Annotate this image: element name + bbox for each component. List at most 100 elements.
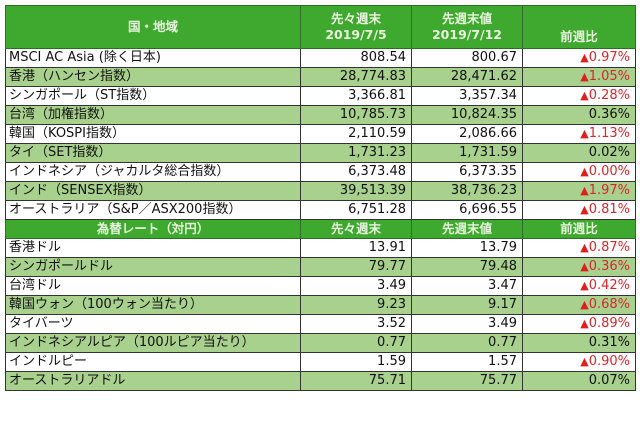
fx-header-prev: 先週末値: [411, 219, 523, 239]
row-change: ▲1.05%: [522, 67, 636, 87]
header-region: 国・地域: [5, 5, 301, 49]
row-prev2: 6,373.48: [300, 162, 412, 182]
table-row: シンガポールドル 79.77 79.48 ▲0.36%: [5, 257, 636, 277]
row-prev: 3.49: [411, 314, 523, 334]
row-prev2: 0.77: [300, 333, 412, 353]
fx-body: 香港ドル 13.91 13.79 ▲0.87% シンガポールドル 79.77 79.48 ▲0…: [5, 238, 636, 391]
row-prev: 6,696.55: [411, 200, 523, 220]
row-change: ▲0.87%: [522, 238, 636, 258]
row-name: インドルピー: [5, 352, 301, 372]
row-name: オーストラリア（S&P／ASX200指数）: [5, 200, 301, 220]
row-change: ▲0.00%: [522, 162, 636, 182]
down-triangle-icon: ▲: [580, 51, 589, 64]
row-prev: 3.47: [411, 276, 523, 296]
row-prev2: 39,513.39: [300, 181, 412, 201]
header-change: 前週比: [522, 5, 636, 49]
row-change: ▲0.68%: [522, 295, 636, 315]
row-prev: 10,824.35: [411, 105, 523, 125]
table-row: 韓国ウォン（100ウォン当たり） 9.23 9.17 ▲0.68%: [5, 295, 636, 315]
market-summary-table: 国・地域 先々週末 2019/7/5 先週末値 2019/7/12 前週比 MSCI…: [5, 5, 636, 391]
row-prev2: 10,785.73: [300, 105, 412, 125]
fx-header-change: 前週比: [522, 219, 636, 239]
row-prev2: 79.77: [300, 257, 412, 277]
table-row: オーストラリア（S&P／ASX200指数） 6,751.28 6,696.55 ▲0.…: [5, 200, 636, 220]
down-triangle-icon: ▲: [580, 298, 589, 311]
row-change-value: 0.87%: [588, 240, 630, 255]
row-name: インドネシアルピア（100ルピア当たり）: [5, 333, 301, 353]
table-row: 台湾ドル 3.49 3.47 ▲0.42%: [5, 276, 636, 296]
row-change: 0.31%: [522, 333, 636, 353]
row-prev: 13.79: [411, 238, 523, 258]
row-change: ▲0.81%: [522, 200, 636, 220]
row-change-value: 0.42%: [588, 278, 630, 293]
down-triangle-icon: ▲: [580, 70, 589, 83]
table-row: 香港（ハンセン指数） 28,774.83 28,471.62 ▲1.05%: [5, 67, 636, 87]
table-row: シンガポール（ST指数） 3,366.81 3,357.34 ▲0.28%: [5, 86, 636, 106]
header-prev2: 先々週末 2019/7/5: [300, 5, 412, 49]
down-triangle-icon: ▲: [580, 184, 589, 197]
row-change-value: 0.31%: [588, 335, 630, 350]
header-prev-date: 2019/7/12: [431, 27, 502, 42]
row-change: ▲1.97%: [522, 181, 636, 201]
row-prev2: 1,731.23: [300, 143, 412, 163]
row-name: 香港（ハンセン指数）: [5, 67, 301, 87]
row-prev: 38,736.23: [411, 181, 523, 201]
fx-header-prev2: 先々週末: [300, 219, 412, 239]
down-triangle-icon: ▲: [580, 279, 589, 292]
header-prev-label: 先週末値: [441, 11, 492, 26]
indices-body: MSCI AC Asia (除く日本) 808.54 800.67 ▲0.97% 香港（…: [5, 48, 636, 220]
row-change: 0.07%: [522, 371, 636, 391]
row-prev2: 9.23: [300, 295, 412, 315]
table-row: オーストラリアドル 75.71 75.77 0.07%: [5, 371, 636, 391]
row-prev2: 28,774.83: [300, 67, 412, 87]
down-triangle-icon: ▲: [580, 127, 589, 140]
row-change: ▲0.90%: [522, 352, 636, 372]
table-row: インドルピー 1.59 1.57 ▲0.90%: [5, 352, 636, 372]
row-prev: 2,086.66: [411, 124, 523, 144]
row-change: ▲1.13%: [522, 124, 636, 144]
row-change: ▲0.97%: [522, 48, 636, 68]
row-prev: 79.48: [411, 257, 523, 277]
table-row: MSCI AC Asia (除く日本) 808.54 800.67 ▲0.97%: [5, 48, 636, 68]
row-prev: 1,731.59: [411, 143, 523, 163]
row-name: 韓国（KOSPI指数）: [5, 124, 301, 144]
row-prev: 6,373.35: [411, 162, 523, 182]
row-prev2: 1.59: [300, 352, 412, 372]
indices-header-row: 国・地域 先々週末 2019/7/5 先週末値 2019/7/12 前週比: [5, 5, 636, 49]
row-change: ▲0.28%: [522, 86, 636, 106]
down-triangle-icon: ▲: [580, 89, 589, 102]
row-change-value: 0.28%: [588, 88, 630, 103]
row-name: シンガポール（ST指数）: [5, 86, 301, 106]
table-row: インド（SENSEX指数） 39,513.39 38,736.23 ▲1.97%: [5, 181, 636, 201]
header-prev: 先週末値 2019/7/12: [411, 5, 523, 49]
row-prev2: 3,366.81: [300, 86, 412, 106]
row-change: ▲0.42%: [522, 276, 636, 296]
row-prev2: 13.91: [300, 238, 412, 258]
row-prev: 800.67: [411, 48, 523, 68]
row-name: オーストラリアドル: [5, 371, 301, 391]
down-triangle-icon: ▲: [580, 260, 589, 273]
header-prev2-date: 2019/7/5: [325, 27, 387, 42]
row-prev: 9.17: [411, 295, 523, 315]
row-name: タイ（SET指数）: [5, 143, 301, 163]
fx-header-row: 為替レート（対円） 先々週末 先週末値 前週比: [5, 219, 636, 239]
row-prev: 28,471.62: [411, 67, 523, 87]
down-triangle-icon: ▲: [580, 203, 589, 216]
row-name: タイバーツ: [5, 314, 301, 334]
row-prev2: 2,110.59: [300, 124, 412, 144]
row-change-value: 1.97%: [588, 183, 630, 198]
table-row: 台湾（加権指数） 10,785.73 10,824.35 0.36%: [5, 105, 636, 125]
row-name: 香港ドル: [5, 238, 301, 258]
table-row: 香港ドル 13.91 13.79 ▲0.87%: [5, 238, 636, 258]
row-change-value: 0.02%: [588, 145, 630, 160]
row-change-value: 0.07%: [588, 373, 630, 388]
down-triangle-icon: ▲: [580, 241, 589, 254]
table-row: インドネシアルピア（100ルピア当たり） 0.77 0.77 0.31%: [5, 333, 636, 353]
row-name: インド（SENSEX指数）: [5, 181, 301, 201]
row-change-value: 0.81%: [588, 202, 630, 217]
row-name: インドネシア（ジャカルタ総合指数）: [5, 162, 301, 182]
row-change: 0.36%: [522, 105, 636, 125]
down-triangle-icon: ▲: [580, 165, 589, 178]
table-row: 韓国（KOSPI指数） 2,110.59 2,086.66 ▲1.13%: [5, 124, 636, 144]
row-prev2: 6,751.28: [300, 200, 412, 220]
